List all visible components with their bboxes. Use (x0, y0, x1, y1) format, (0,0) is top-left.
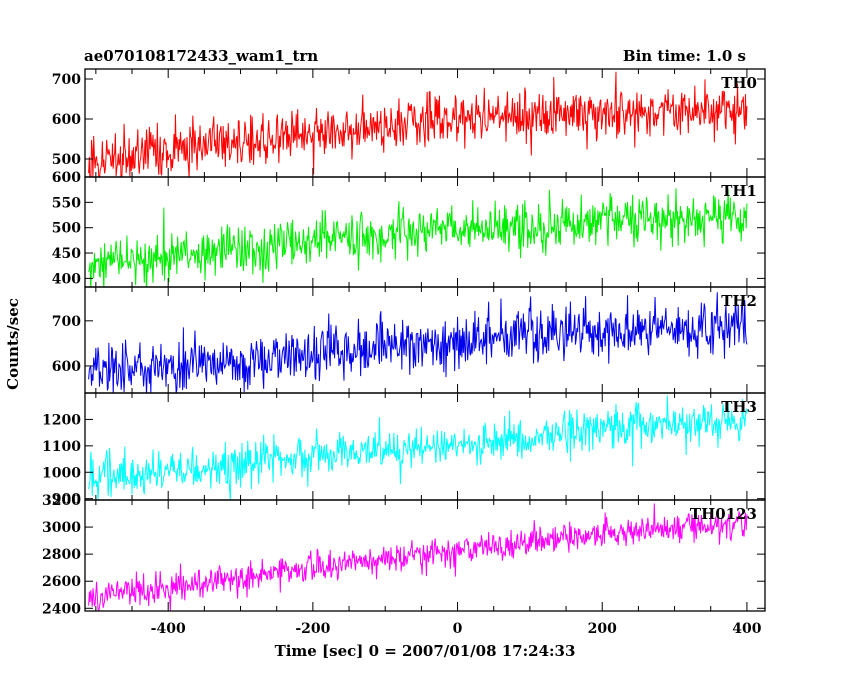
panels-group: 500 600 700 TH0 400 450 500 550 600 TH1 600 700 TH2 9… (42, 68, 766, 617)
y-tick-label: 400 (52, 271, 81, 287)
x-axis-label: Time [sec] 0 = 2007/01/08 17:24:33 (275, 642, 576, 660)
panel-th3: 900 1000 1100 1200 TH3 (42, 392, 766, 508)
x-tick-label: -400 (151, 621, 186, 637)
y-tick-label: 500 (52, 221, 81, 237)
y-axis-label: Counts/sec (4, 298, 22, 390)
series-line-th0 (88, 71, 748, 177)
y-tick-label: 3200 (42, 493, 81, 509)
x-tick-label: 200 (588, 621, 617, 637)
series-line-th3 (88, 395, 748, 500)
y-tick-label: 500 (52, 152, 81, 168)
y-tick-label: 3000 (42, 520, 81, 536)
panel-label-th1: TH1 (721, 182, 757, 200)
panel-th0: 500 600 700 TH0 (52, 68, 766, 178)
bin-time-label: Bin time: 1.0 s (623, 47, 746, 65)
panel-label-th0: TH0 (721, 74, 757, 92)
y-tick-label: 600 (52, 112, 81, 128)
x-tick-label: 0 (453, 621, 463, 637)
y-tick-label: 600 (52, 170, 81, 186)
series-line-th2 (88, 292, 748, 393)
y-tick-label: 1200 (42, 412, 81, 428)
y-tick-label: 700 (52, 314, 81, 330)
panel-frame (84, 499, 766, 612)
x-axis: -400 -200 0 200 400 (151, 621, 762, 637)
y-tick-label: 2600 (42, 574, 81, 590)
y-tick-label: 2400 (42, 601, 81, 617)
series-line-th0123 (88, 503, 748, 611)
panel-label-th0123: TH0123 (690, 505, 757, 523)
y-tick-label: 600 (52, 359, 81, 375)
y-tick-label: 700 (52, 72, 81, 88)
panel-label-th3: TH3 (721, 398, 757, 416)
y-tick-label: 1000 (42, 465, 81, 481)
y-tick-label: 2800 (42, 547, 81, 563)
chart-title: ae070108172433_wam1_trn (84, 47, 318, 65)
panel-th0123: 2400 2600 2800 3000 3200 TH0123 (42, 493, 766, 617)
x-tick-label: 400 (732, 621, 761, 637)
y-tick-label: 900 (52, 492, 81, 508)
series-line-th1 (88, 188, 748, 287)
y-tick-label: 450 (52, 246, 81, 262)
panel-th1: 400 450 500 550 600 TH1 (52, 170, 766, 288)
panel-th2: 600 700 TH2 (52, 286, 766, 394)
x-tick-label: -200 (295, 621, 330, 637)
y-tick-label: 1100 (42, 439, 81, 455)
y-tick-label: 550 (52, 195, 81, 211)
panel-label-th2: TH2 (721, 292, 757, 310)
